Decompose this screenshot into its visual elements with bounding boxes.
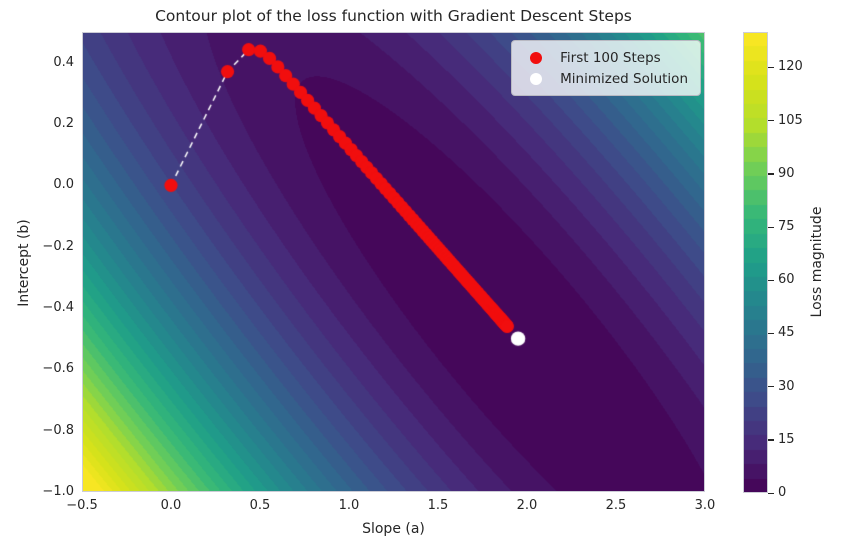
- colorbar-tick-mark: [768, 66, 774, 69]
- y-tick-label: −0.2: [42, 238, 74, 254]
- x-tick-label: 1.0: [338, 498, 360, 513]
- white-marker-icon: [530, 72, 543, 85]
- legend-label: Minimized Solution: [560, 70, 688, 87]
- x-axis-label: Slope (a): [362, 521, 425, 537]
- colorbar-tick-label: 105: [778, 112, 803, 128]
- x-tick-label: 2.5: [605, 498, 627, 513]
- colorbar-tick-mark: [768, 492, 774, 494]
- colorbar-tick-label: 15: [778, 431, 795, 447]
- legend-item-minimized-solution: Minimized Solution: [522, 68, 688, 89]
- colorbar: [743, 32, 768, 493]
- legend: First 100 Steps Minimized Solution: [511, 40, 701, 96]
- colorbar-tick-label: 0: [778, 485, 787, 500]
- contour-plot-canvas: [82, 32, 705, 492]
- y-tick-label: −0.6: [42, 361, 74, 377]
- colorbar-tick-label: 90: [778, 165, 795, 181]
- y-tick-label: −1.0: [42, 484, 74, 499]
- colorbar-tick-mark: [768, 332, 774, 335]
- y-axis-label: Intercept (b): [16, 219, 32, 307]
- colorbar-tick-label: 60: [778, 272, 795, 288]
- colorbar-gradient: [743, 32, 768, 493]
- y-tick-label: −0.8: [42, 422, 74, 438]
- red-marker-icon: [530, 51, 543, 64]
- plot-area: First 100 Steps Minimized Solution: [82, 32, 705, 492]
- x-tick-label: 2.0: [516, 498, 538, 513]
- x-tick-label: −0.5: [66, 498, 98, 513]
- x-tick-label: 0.5: [249, 498, 271, 513]
- y-tick-label: 0.0: [53, 177, 74, 193]
- colorbar-label: Loss magnitude: [809, 206, 825, 318]
- x-tick-label: 1.5: [427, 498, 449, 513]
- colorbar-tick-mark: [768, 439, 774, 441]
- colorbar-tick-mark: [768, 386, 774, 388]
- legend-item-first-steps: First 100 Steps: [522, 47, 688, 68]
- chart-title: Contour plot of the loss function with G…: [155, 7, 632, 25]
- colorbar-tick-mark: [768, 279, 774, 282]
- legend-label: First 100 Steps: [560, 49, 661, 66]
- colorbar-tick-mark: [768, 120, 774, 122]
- colorbar-tick-label: 30: [778, 378, 795, 394]
- y-tick-label: −0.4: [42, 300, 74, 315]
- colorbar-tick-mark: [768, 173, 774, 175]
- colorbar-tick-mark: [768, 226, 774, 228]
- colorbar-tick-label: 75: [778, 219, 795, 235]
- x-tick-label: 3.0: [694, 498, 716, 513]
- x-tick-label: 0.0: [160, 498, 182, 513]
- y-tick-label: 0.4: [53, 54, 74, 70]
- y-tick-label: 0.2: [53, 116, 74, 131]
- colorbar-tick-label: 45: [778, 325, 795, 341]
- colorbar-tick-label: 120: [778, 59, 803, 75]
